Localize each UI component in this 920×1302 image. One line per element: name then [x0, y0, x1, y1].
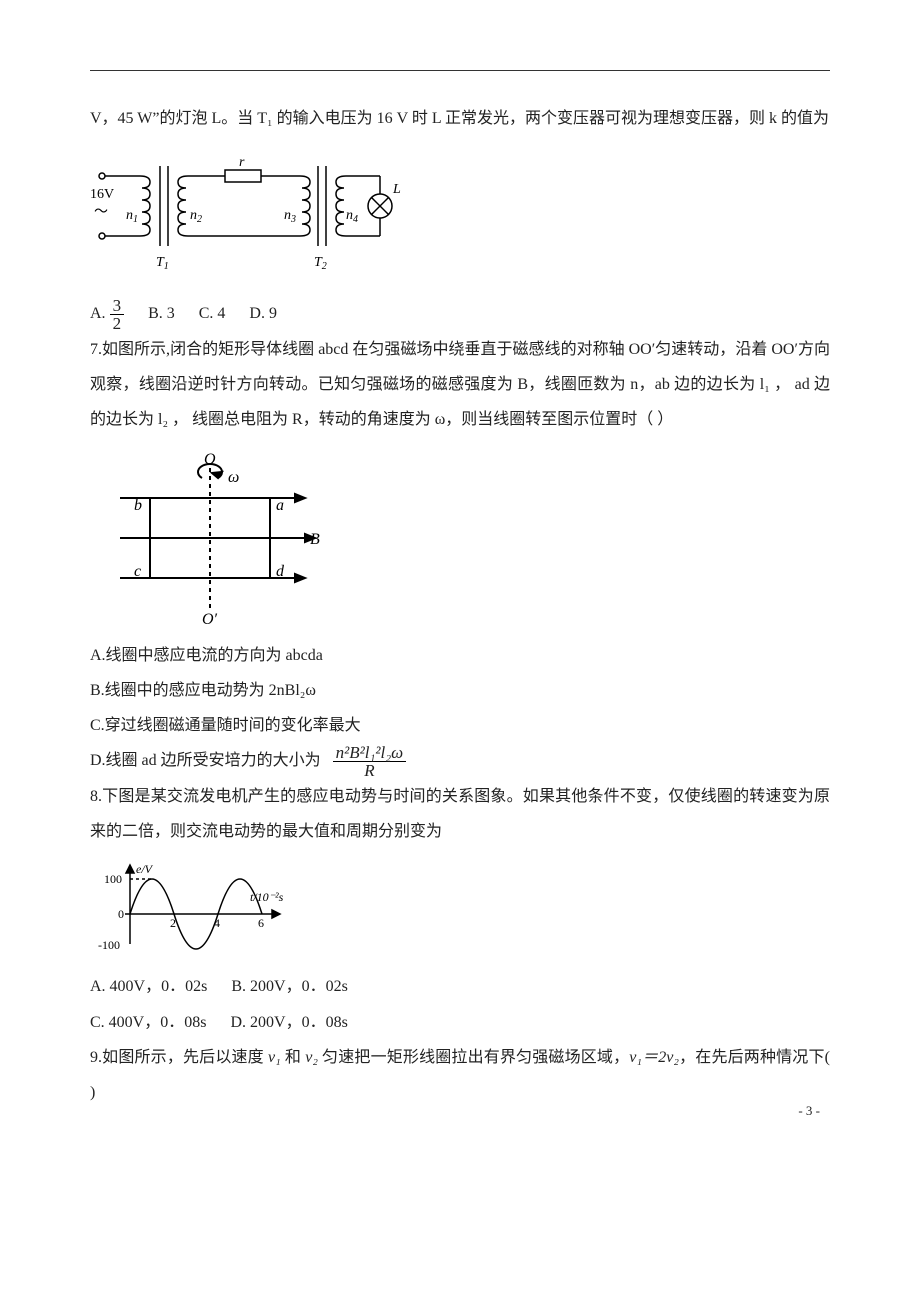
label-a: a — [276, 497, 284, 514]
q7-d-den: R — [333, 762, 406, 779]
q6-option-a-prefix: A. — [90, 305, 106, 322]
q9-eq: v₁＝2v₂ — [629, 1049, 679, 1066]
label-b: b — [134, 497, 142, 514]
q7-diagram: O ω b a c d B O′ — [90, 448, 830, 628]
label-y100: 100 — [104, 872, 122, 886]
label-omega: ω — [228, 469, 239, 486]
q6-option-b: B. 3 — [148, 305, 175, 322]
q8-option-a: A. 400V，0．02s — [90, 978, 207, 995]
q8-options-row1: A. 400V，0．02s B. 200V，0．02s — [90, 969, 830, 1004]
q9-p3: 匀速把一矩形线圈拉出有界匀强磁场区域， — [318, 1049, 629, 1066]
top-rule — [90, 70, 830, 71]
label-y0: 0 — [118, 907, 124, 921]
q6-option-d: D. 9 — [249, 305, 277, 322]
label-T1: T1 — [156, 255, 169, 272]
label-ac: ～ — [94, 205, 108, 220]
page-number: - 3 - — [798, 1097, 820, 1126]
q9-p2: 和 — [281, 1049, 306, 1066]
q7-d-prefix: D.线圈 ad 边所受安培力的大小为 — [90, 752, 321, 769]
q8-body: 下图是某交流发电机产生的感应电动势与时间的关系图象。如果其他条件不变，仅使线圈的… — [90, 788, 830, 840]
q7-text: 7.如图所示,闭合的矩形导体线圈 abcd 在匀强磁场中绕垂直于磁感线的对称轴 … — [90, 332, 830, 438]
q9-text: 9.如图所示，先后以速度 v₁ 和 v₂ 匀速把一矩形线圈拉出有界匀强磁场区域，… — [90, 1040, 830, 1110]
q7-option-b: B.线圈中的感应电动势为 2nBl₂ω — [90, 673, 830, 708]
q6-a-num: 3 — [110, 297, 125, 315]
q9-number: 9. — [90, 1049, 102, 1066]
label-T2: T2 — [314, 255, 327, 272]
label-n4: n4 — [346, 208, 358, 225]
q9-v1: v₁ — [268, 1049, 281, 1066]
label-r: r — [239, 155, 245, 170]
q7-number: 7. — [90, 341, 102, 358]
label-x4: 4 — [214, 916, 220, 930]
q8-option-c: C. 400V，0．08s — [90, 1014, 206, 1031]
q7-option-c: C.穿过线圈磁通量随时间的变化率最大 — [90, 708, 830, 743]
q8-diagram: e/V 100 0 -100 2 4 6 t/10⁻²s — [90, 859, 830, 959]
q8-options-row2: C. 400V，0．08s D. 200V，0．08s — [90, 1005, 830, 1040]
label-ym100: -100 — [98, 938, 120, 952]
label-16v: 16V — [90, 187, 114, 202]
q8-option-b: B. 200V，0．02s — [231, 978, 347, 995]
q6-diagram: 16V ～ n1 n2 n3 n4 r L T1 T2 — [90, 146, 830, 286]
label-n3: n3 — [284, 208, 296, 225]
q9-p1: 如图所示，先后以速度 — [102, 1049, 268, 1066]
q8-text: 8.下图是某交流发电机产生的感应电动势与时间的关系图象。如果其他条件不变，仅使线… — [90, 779, 830, 849]
label-ylabel: e/V — [136, 862, 154, 876]
label-n2: n2 — [190, 208, 202, 225]
q7-option-a: A.线圈中感应电流的方向为 abcda — [90, 638, 830, 673]
label-x6: 6 — [258, 916, 264, 930]
q7-d-num: n²B²l₁²l₂ω — [333, 744, 406, 762]
label-x2: 2 — [170, 916, 176, 930]
q7-option-d: D.线圈 ad 边所受安培力的大小为 n²B²l₁²l₂ω R — [90, 743, 830, 779]
q8-number: 8. — [90, 788, 102, 805]
q9-v2: v₂ — [305, 1049, 318, 1066]
label-d: d — [276, 563, 285, 580]
label-L: L — [392, 182, 401, 197]
label-c: c — [134, 563, 141, 580]
label-O: O — [204, 451, 216, 468]
label-xlabel: t/10⁻²s — [250, 890, 284, 904]
label-n1: n1 — [126, 208, 138, 225]
q7-d-frac: n²B²l₁²l₂ω R — [333, 744, 406, 779]
q6-continuation: V，45 W”的灯泡 L。当 T₁ 的输入电压为 16 V 时 L 正常发光，两… — [90, 101, 830, 136]
q6-option-a-frac: 3 2 — [110, 297, 125, 332]
q7-body: 如图所示,闭合的矩形导体线圈 abcd 在匀强磁场中绕垂直于磁感线的对称轴 OO… — [90, 341, 830, 428]
label-Oprime: O′ — [202, 611, 218, 628]
q8-option-d: D. 200V，0．08s — [230, 1014, 347, 1031]
q6-options: A. 3 2 B. 3 C. 4 D. 9 — [90, 296, 830, 332]
q6-a-den: 2 — [110, 315, 125, 332]
q6-option-c: C. 4 — [199, 305, 226, 322]
label-B: B — [310, 531, 320, 548]
